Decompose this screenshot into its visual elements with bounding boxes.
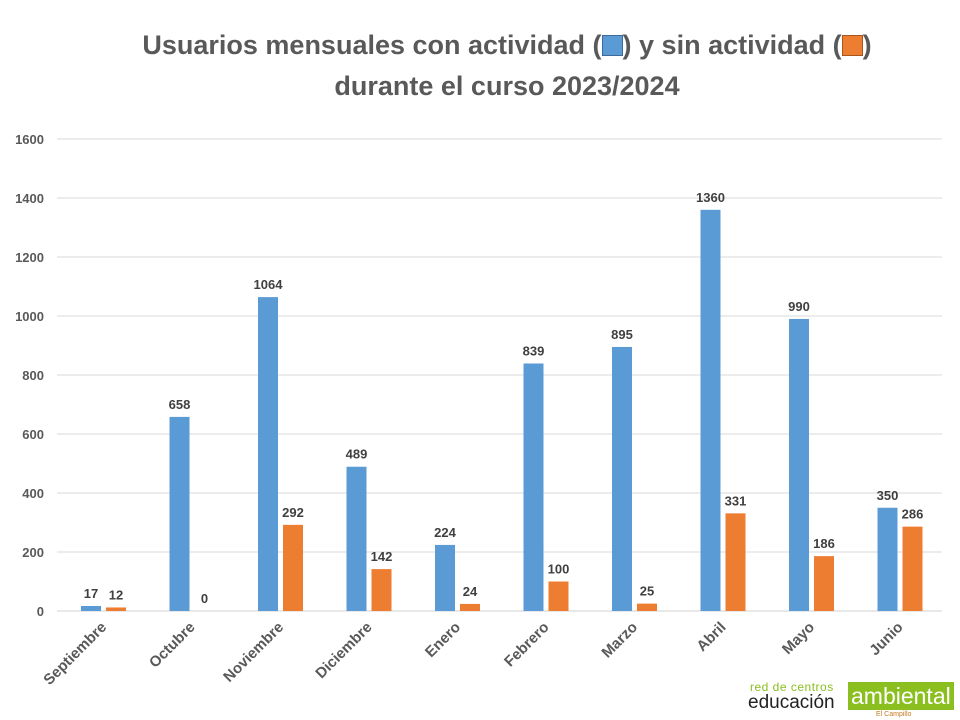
data-label: 1064	[254, 277, 284, 292]
data-label: 24	[463, 584, 478, 599]
data-label: 12	[109, 587, 123, 602]
logo-text: red de centros	[750, 680, 834, 694]
chart-title-line1: Usuarios mensuales con actividad ( ) y si…	[0, 30, 960, 61]
bar-con-actividad	[789, 318, 809, 611]
title-text: )	[862, 30, 872, 60]
y-tick-label: 200	[22, 545, 44, 560]
y-tick-label: 600	[22, 427, 44, 442]
y-tick-label: 1000	[15, 309, 44, 324]
data-label: 100	[548, 562, 570, 577]
y-tick-label: 1200	[15, 250, 44, 265]
x-tick-label: Abril	[693, 619, 729, 655]
bar-sin-actividad	[637, 603, 657, 611]
data-label: 142	[371, 549, 393, 564]
x-tick-label: Enero	[422, 619, 464, 661]
y-tick-label: 1400	[15, 191, 44, 206]
data-label: 186	[813, 536, 835, 551]
bar-sin-actividad	[283, 524, 303, 611]
x-tick-label: Marzo	[598, 619, 641, 662]
logo-text: ambiental	[848, 682, 954, 710]
data-label: 17	[84, 586, 98, 601]
bar-sin-actividad	[814, 556, 834, 611]
orange-swatch-icon	[841, 35, 863, 56]
x-tick-label: Septiembre	[40, 619, 110, 689]
data-label: 224	[434, 525, 456, 540]
y-tick-label: 1600	[15, 132, 44, 147]
x-tick-label: Noviembre	[220, 619, 287, 686]
bar-sin-actividad	[371, 569, 392, 611]
data-label: 0	[201, 591, 208, 606]
y-tick-label: 800	[22, 368, 44, 383]
x-tick-label: Mayo	[779, 619, 818, 658]
bar-sin-actividad	[460, 603, 480, 611]
data-label: 839	[523, 343, 545, 358]
bar-sin-actividad	[548, 581, 569, 611]
bar-con-actividad	[612, 346, 632, 611]
x-tick-label: Octubre	[146, 619, 199, 672]
bar-con-actividad	[435, 544, 455, 611]
data-label: 292	[282, 505, 304, 520]
data-label: 489	[346, 447, 368, 462]
x-tick-label: Diciembre	[312, 619, 375, 682]
title-text: Usuarios mensuales con actividad (	[142, 30, 602, 60]
data-label: 990	[788, 299, 810, 314]
data-label: 286	[902, 507, 924, 522]
bar-con-actividad	[81, 605, 101, 611]
bar-con-actividad	[346, 466, 367, 611]
logo-text: educación	[748, 692, 835, 713]
y-tick-label: 0	[37, 604, 44, 619]
chart-title-line2: durante el curso 2023/2024	[334, 71, 680, 101]
data-label: 350	[877, 488, 899, 503]
data-label: 25	[640, 584, 654, 599]
bar-con-actividad	[258, 297, 278, 611]
x-tick-label: Febrero	[501, 619, 553, 671]
bar-con-actividad	[523, 363, 544, 611]
data-label: 331	[725, 493, 747, 508]
logo-text: El Campillo	[876, 711, 912, 718]
bar-con-actividad	[877, 507, 898, 611]
x-tick-label: Junio	[866, 619, 906, 659]
logo: red de centros educación ambiental El Ca…	[748, 680, 954, 718]
bar-sin-actividad	[902, 526, 923, 611]
title-text: ) y sin actividad (	[622, 30, 842, 60]
bar-sin-actividad	[106, 607, 126, 611]
blue-swatch-icon	[601, 35, 623, 56]
data-label: 1360	[696, 190, 725, 205]
y-tick-label: 400	[22, 486, 44, 501]
bar-sin-actividad	[725, 513, 746, 611]
bar-con-actividad	[700, 209, 721, 612]
data-label: 895	[611, 327, 633, 342]
bar-con-actividad	[169, 416, 190, 611]
data-label: 658	[169, 397, 191, 412]
